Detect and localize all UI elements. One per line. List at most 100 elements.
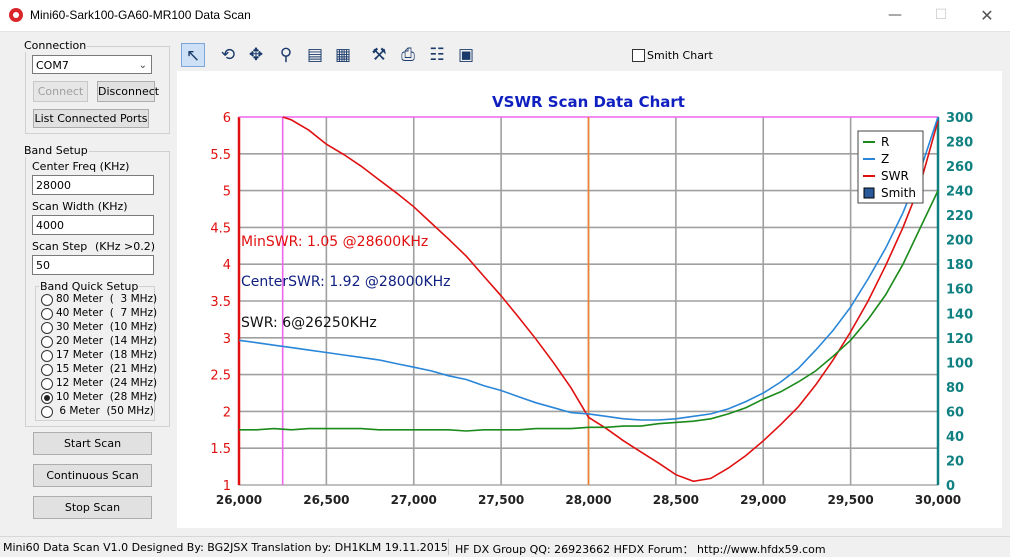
print-preview-icon[interactable]: ☷ <box>429 45 445 65</box>
pan-tool-icon[interactable]: ✥ <box>248 45 264 65</box>
radio-dot-icon <box>41 350 53 362</box>
min-swr-annotation: MinSWR: 1.05 @28600KHz <box>241 234 428 250</box>
x-tick-label: 30,000 <box>915 493 961 507</box>
chevron-down-icon: ⌄ <box>138 60 147 71</box>
stop-scan-button[interactable]: Stop Scan <box>33 496 152 519</box>
y-right-tick-label: 300 <box>946 111 973 126</box>
undo-zoom-icon[interactable]: ⟲ <box>220 45 236 65</box>
series-line-r <box>239 190 939 432</box>
continuous-scan-button[interactable]: Continuous Scan <box>33 464 152 487</box>
x-tick-label: 27,500 <box>478 493 524 507</box>
center-swr-annotation: CenterSWR: 1.92 @28000KHz <box>241 274 451 290</box>
band-radio-label: 40 Meter ( 7 MHz) <box>56 307 158 319</box>
y-right-tick-label: 240 <box>946 185 973 200</box>
status-divider <box>448 539 449 555</box>
scan-width-input[interactable]: 4000 <box>32 215 154 235</box>
center-freq-input[interactable]: 28000 <box>32 175 154 195</box>
band-radio-label: 30 Meter (10 MHz) <box>56 321 158 333</box>
band-radio-label: 10 Meter (28 MHz) <box>56 391 158 403</box>
y-left-tick-label: 1.5 <box>210 442 231 457</box>
swr-annotation: SWR: 6@26250KHz <box>241 315 377 331</box>
band-radio-label: 15 Meter (21 MHz) <box>56 363 158 375</box>
y-right-tick-label: 160 <box>946 283 973 298</box>
series-line-z <box>238 116 939 421</box>
center-freq-label: Center Freq (KHz) <box>32 160 130 173</box>
y-right-tick-label: 260 <box>946 160 973 175</box>
legend-swatch <box>863 187 875 199</box>
legend-label: Z <box>881 152 889 166</box>
print-icon[interactable]: ⎙ <box>401 45 415 65</box>
band-radio[interactable]: 12 Meter (24 MHz) <box>40 377 157 391</box>
list-ports-button[interactable]: List Connected Ports <box>33 109 149 128</box>
y-left-tick-label: 3.5 <box>210 295 231 310</box>
y-left-tick-label: 1 <box>223 479 231 494</box>
radio-dot-icon <box>41 336 53 348</box>
y-left-tick-label: 2 <box>223 405 231 420</box>
minimize-icon[interactable]: — <box>888 7 902 23</box>
y-left-tick-label: 4 <box>223 258 231 273</box>
band-radio[interactable]: 20 Meter (14 MHz) <box>40 335 157 349</box>
band-radio[interactable]: 17 Meter (18 MHz) <box>40 349 157 363</box>
band-radio[interactable]: 15 Meter (21 MHz) <box>40 363 157 377</box>
band-radio[interactable]: 10 Meter (28 MHz) <box>40 391 157 405</box>
port-value: COM7 <box>36 59 69 72</box>
band-quick-label: Band Quick Setup <box>39 280 140 293</box>
scan-width-label: Scan Width (KHz) <box>32 200 128 213</box>
zoom-tool-icon[interactable]: ⚲ <box>279 45 293 65</box>
radio-dot-icon <box>41 392 53 404</box>
band-setup-group <box>25 151 170 427</box>
y-left-tick-label: 3 <box>223 332 231 347</box>
band-radio-label: 20 Meter (14 MHz) <box>56 335 158 347</box>
y-left-tick-label: 5 <box>223 185 231 200</box>
scan-step-input[interactable]: 50 <box>32 255 154 275</box>
x-tick-label: 26,000 <box>216 493 262 507</box>
legend-label: R <box>881 135 889 149</box>
y-right-tick-label: 100 <box>946 356 973 371</box>
chart-title: VSWR Scan Data Chart <box>492 93 685 111</box>
vswr-chart[interactable]: VSWR Scan Data Chart 26,000 26,500 27,000 27… <box>177 71 1002 528</box>
radio-dot-icon <box>41 364 53 376</box>
save-icon[interactable]: ▣ <box>457 45 475 65</box>
band-radio-label: 17 Meter (18 MHz) <box>56 349 158 361</box>
band-radio[interactable]: 6 Meter (50 MHz) <box>40 405 154 419</box>
y-right-tick-label: 280 <box>946 136 973 151</box>
scan-step-hint: (KHz >0.2) <box>95 240 156 253</box>
band-radio[interactable]: 40 Meter ( 7 MHz) <box>40 307 157 321</box>
series-line-swr <box>282 116 939 483</box>
radio-dot-icon <box>41 406 53 418</box>
settings-tool-icon[interactable]: ⚒ <box>371 45 387 65</box>
y-right-tick-label: 60 <box>946 405 964 420</box>
smith-chart-label: Smith Chart <box>647 49 713 62</box>
y-right-tick-label: 140 <box>946 307 973 322</box>
y-right-tick-label: 20 <box>946 454 964 469</box>
y-left-tick-label: 2.5 <box>210 369 231 384</box>
close-icon[interactable]: ✕ <box>980 6 994 25</box>
smith-chart-checkbox[interactable] <box>632 49 645 62</box>
y-left-tick-label: 6 <box>223 111 231 126</box>
y-right-tick-label: 80 <box>946 381 964 396</box>
title-bar: Mini60-Sark100-GA60-MR100 Data Scan — ☐ … <box>0 0 1010 32</box>
status-credits: Mini60 Data Scan V1.0 Designed By: BG2JS… <box>3 541 448 554</box>
export-data-icon[interactable]: ▦ <box>334 45 352 65</box>
port-select[interactable]: COM7 ⌄ <box>32 55 152 74</box>
band-radio[interactable]: 30 Meter (10 MHz) <box>40 321 157 335</box>
band-radio[interactable]: 80 Meter ( 3 MHz) <box>40 293 157 307</box>
export-image-icon[interactable]: ▤ <box>306 45 324 65</box>
y-right-tick-label: 40 <box>946 430 964 445</box>
legend-label: SWR <box>881 169 909 183</box>
connection-label: Connection <box>23 39 88 52</box>
app-icon <box>9 8 23 22</box>
connect-button[interactable]: Connect <box>33 81 88 102</box>
legend-label: Smith <box>881 186 916 200</box>
scan-step-label: Scan Step <box>32 240 88 253</box>
radio-dot-icon <box>41 294 53 306</box>
connection-group <box>25 46 170 134</box>
disconnect-button[interactable]: Disconnect <box>97 81 159 102</box>
pointer-tool-icon[interactable]: ↖ <box>181 43 205 67</box>
y-right-tick-label: 220 <box>946 209 973 224</box>
band-radio-label: 12 Meter (24 MHz) <box>56 377 158 389</box>
start-scan-button[interactable]: Start Scan <box>33 432 152 455</box>
band-setup-label: Band Setup <box>23 144 89 157</box>
band-radio-label: 80 Meter ( 3 MHz) <box>56 293 158 305</box>
maximize-icon[interactable]: ☐ <box>934 7 948 23</box>
